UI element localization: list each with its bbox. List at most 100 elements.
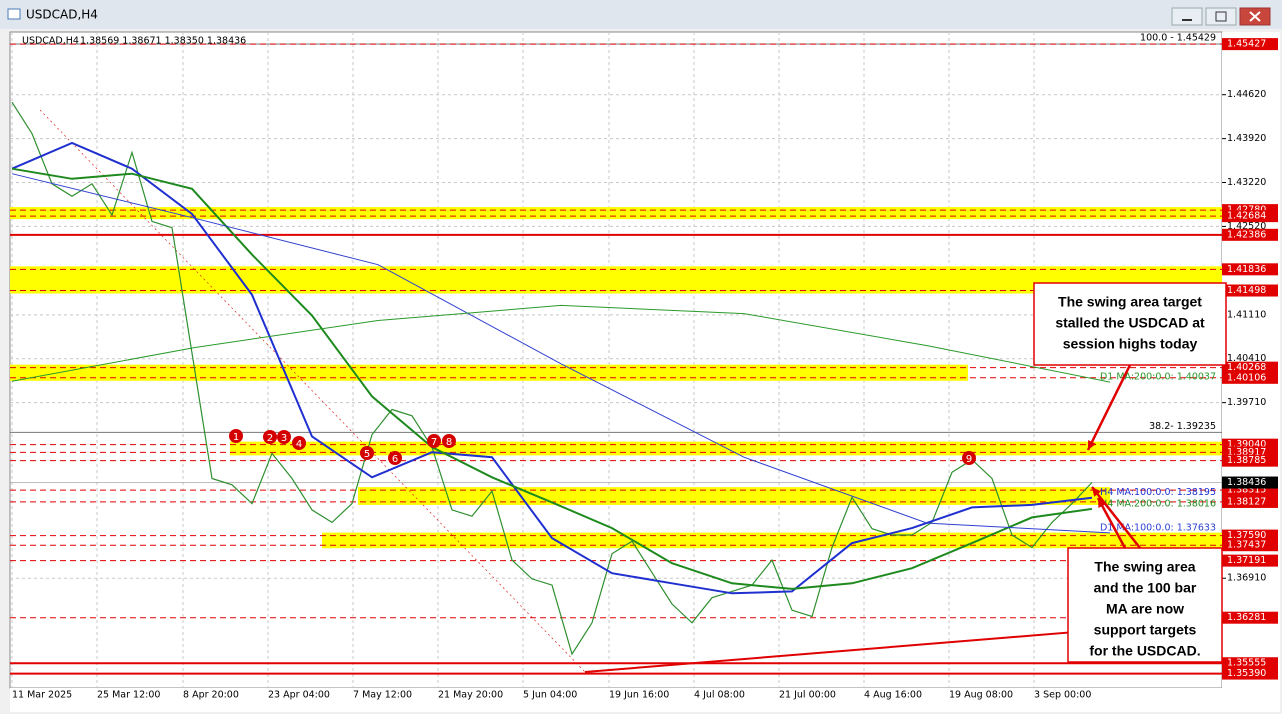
price-line — [11, 101, 1093, 656]
swing-marker — [263, 430, 277, 444]
level-tag — [1222, 284, 1278, 297]
x-tick-label: 4 Aug 16:00 — [864, 690, 922, 701]
arrow-head — [1098, 498, 1107, 508]
level-label: 1.41836 — [1227, 264, 1266, 275]
support-band — [10, 364, 968, 381]
window-title: USDCAD,H4 — [26, 8, 98, 22]
support-band — [322, 532, 1222, 549]
x-tick-label: 19 Aug 08:00 — [949, 690, 1013, 701]
level-label: 1.37437 — [1227, 540, 1266, 551]
moving-average — [11, 141, 1093, 595]
level-label: 1.38127 — [1227, 496, 1266, 507]
time-axis — [10, 688, 1280, 712]
maximize-button[interactable] — [1205, 7, 1237, 26]
level-label: 1.42684 — [1227, 211, 1266, 222]
level-tag — [1222, 539, 1278, 552]
level-label: 1.36281 — [1227, 612, 1266, 623]
maximize-glyph — [1215, 11, 1227, 22]
swing-marker-label: 1 — [233, 432, 239, 443]
level-tag — [1222, 454, 1278, 467]
annotation-text: MA are now — [1106, 601, 1184, 617]
annotation-box — [1067, 547, 1223, 663]
level-tag — [1222, 38, 1278, 51]
swing-marker-label: 6 — [392, 454, 398, 465]
level-label: 1.39040 — [1227, 439, 1266, 450]
swing-marker — [442, 434, 456, 448]
moving-average — [11, 173, 1111, 534]
level-label: 1.37191 — [1227, 555, 1266, 566]
annotation-text: The swing area target — [1058, 294, 1202, 310]
x-tick-label: 3 Sep 00:00 — [1034, 690, 1091, 701]
x-tick-label: 8 Apr 20:00 — [183, 690, 239, 701]
chart-layer: 11 Mar 2025 25 Mar 12:00 8 Apr 20:00 23 Apr… — [10, 32, 1278, 701]
level-tag — [1222, 495, 1278, 508]
last-price-label: 1.38436 — [1227, 477, 1266, 488]
close-glyph — [1249, 11, 1261, 22]
level-label: 1.41498 — [1227, 285, 1266, 296]
y-tick-label: 1.36910 — [1227, 573, 1266, 584]
moving-average — [11, 304, 1111, 383]
level-tag — [1222, 263, 1278, 276]
y-tick-label: 1.41110 — [1227, 309, 1266, 320]
minimize-button[interactable] — [1171, 7, 1203, 26]
x-tick-label: 23 Apr 04:00 — [268, 690, 330, 701]
level-tag — [1222, 361, 1278, 374]
ma-label: D1 MA:100:0.0: 1.37633 — [1100, 522, 1216, 533]
swing-marker-label: 7 — [431, 437, 437, 448]
y-tick-label: 1.43920 — [1227, 133, 1266, 144]
level-tag — [1222, 667, 1278, 680]
x-tick-label: 11 Mar 2025 — [12, 690, 72, 701]
level-label: 1.35390 — [1227, 668, 1266, 679]
swing-marker-label: 2 — [267, 433, 273, 444]
window-icon — [7, 8, 21, 20]
swing-marker — [962, 451, 976, 465]
level-label: 1.40106 — [1227, 372, 1266, 383]
level-tag — [1222, 657, 1278, 670]
swing-marker — [427, 434, 441, 448]
annotation-arrow — [1091, 486, 1141, 549]
level-label: 1.40268 — [1227, 362, 1266, 373]
swing-marker — [388, 451, 402, 465]
y-tick-label: 1.39710 — [1227, 397, 1266, 408]
trend-line-dotted — [39, 109, 586, 673]
x-tick-label: 21 May 20:00 — [438, 690, 503, 701]
annotation-text: session highs today — [1063, 336, 1198, 352]
y-tick-label: 1.43220 — [1227, 177, 1266, 188]
x-tick-label: 25 Mar 12:00 — [97, 690, 160, 701]
swing-marker-label: 5 — [364, 449, 370, 460]
moving-average — [11, 167, 1093, 590]
level-label: 1.35555 — [1227, 658, 1266, 669]
x-tick-label: 21 Jul 00:00 — [779, 690, 836, 701]
swing-marker-label: 3 — [281, 433, 287, 444]
level-label: 1.42780 — [1227, 205, 1266, 216]
swing-marker — [292, 436, 306, 450]
swing-marker — [360, 446, 374, 460]
fib-label: 38.2- 1.39235 — [1149, 421, 1216, 432]
annotation-arrow — [1086, 364, 1132, 451]
annotation-text: for the USDCAD. — [1089, 643, 1200, 659]
annotation-text: support targets — [1094, 622, 1197, 638]
level-label: 1.38785 — [1227, 455, 1266, 466]
ma-label: D1 MA:200:0.0: 1.40037 — [1100, 372, 1216, 383]
ma-label: H4 MA:100:0.0: 1.38195 — [1100, 487, 1216, 498]
level-tag — [1222, 371, 1278, 384]
price-axis — [1222, 32, 1280, 688]
x-tick-label: 5 Jun 04:00 — [523, 690, 577, 701]
level-label: 1.42386 — [1227, 229, 1266, 240]
arrow-head — [1088, 440, 1096, 450]
annotation-box — [1033, 282, 1227, 366]
level-tag — [1222, 228, 1278, 241]
level-tag — [1222, 554, 1278, 567]
level-tag — [1222, 210, 1278, 223]
chart-symbol: USDCAD,H4 — [22, 36, 79, 47]
swing-marker-label: 4 — [296, 439, 302, 450]
title-bar — [0, 0, 1282, 29]
y-tick-label: 1.40410 — [1227, 353, 1266, 364]
swing-marker — [277, 430, 291, 444]
level-tag — [1222, 529, 1278, 542]
y-tick-label: 1.42520 — [1227, 221, 1266, 232]
chart-quote: 1.38569 1.38671 1.38350 1.38436 — [80, 36, 246, 47]
last-price-tag — [1222, 476, 1278, 489]
annotation-text: stalled the USDCAD at — [1055, 315, 1205, 331]
